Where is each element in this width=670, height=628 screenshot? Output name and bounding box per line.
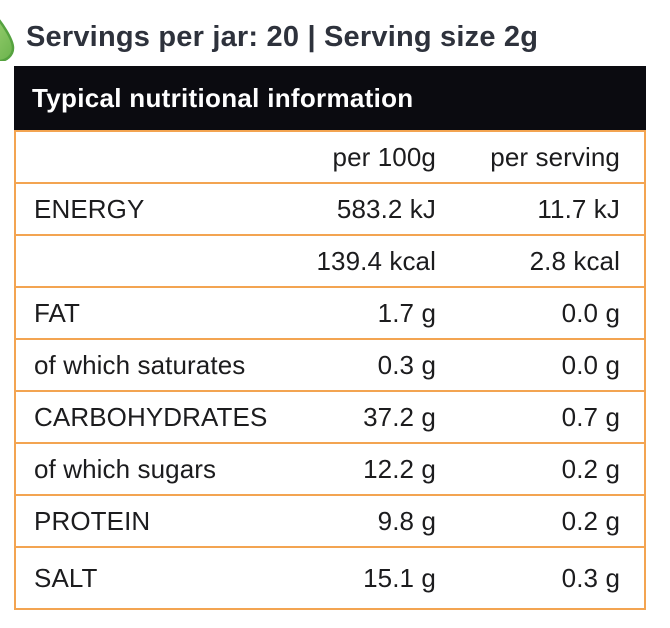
value-per-100g: 15.1 g [363, 562, 436, 593]
table-row-energy: ENERGY 583.2 kJ 11.7 kJ [16, 182, 644, 234]
row-label: ENERGY [34, 193, 145, 224]
row-label: of which sugars [34, 453, 217, 484]
value-per-100g: 583.2 kJ [336, 193, 436, 224]
row-label: SALT [34, 562, 98, 593]
row-label: PROTEIN [34, 505, 151, 536]
table-row-protein: PROTEIN 9.8 g 0.2 g [16, 494, 644, 546]
column-header-per-serving: per serving [490, 141, 620, 172]
value-per-serving: 0.0 g [561, 297, 620, 328]
value-per-serving: 2.8 kcal [529, 245, 620, 276]
table-row-salt: SALT 15.1 g 0.3 g [16, 546, 644, 608]
table-header-row: per 100g per serving [16, 132, 644, 182]
value-per-serving: 0.3 g [561, 562, 620, 593]
table-row-carbohydrates: CARBOHYDRATES 37.2 g 0.7 g [16, 390, 644, 442]
table-row-saturates: of which saturates 0.3 g 0.0 g [16, 338, 644, 390]
nutrition-table: per 100g per serving ENERGY 583.2 kJ 11.… [14, 130, 646, 610]
value-per-100g: 37.2 g [363, 401, 436, 432]
value-per-100g: 9.8 g [377, 505, 436, 536]
value-per-serving: 11.7 kJ [537, 193, 620, 224]
value-per-serving: 0.2 g [561, 453, 620, 484]
row-label: FAT [34, 297, 81, 328]
value-per-100g: 0.3 g [377, 349, 436, 380]
leaf-icon [0, 19, 15, 61]
row-label: CARBOHYDRATES [34, 401, 268, 432]
value-per-100g: 139.4 kcal [316, 245, 436, 276]
value-per-100g: 1.7 g [377, 297, 436, 328]
value-per-100g: 12.2 g [363, 453, 436, 484]
value-per-serving: 0.7 g [561, 401, 620, 432]
value-per-serving: 0.2 g [561, 505, 620, 536]
value-per-serving: 0.0 g [561, 349, 620, 380]
table-title-bar: Typical nutritional information [14, 66, 646, 130]
column-header-per-100g: per 100g [332, 141, 436, 172]
servings-heading: Servings per jar: 20 | Serving size 2g [26, 21, 539, 53]
table-row-fat: FAT 1.7 g 0.0 g [16, 286, 644, 338]
table-row-sugars: of which sugars 12.2 g 0.2 g [16, 442, 644, 494]
nutrition-panel: Typical nutritional information per 100g… [14, 66, 646, 610]
table-row-energy-kcal: 139.4 kcal 2.8 kcal [16, 234, 644, 286]
row-label: of which saturates [34, 349, 246, 380]
